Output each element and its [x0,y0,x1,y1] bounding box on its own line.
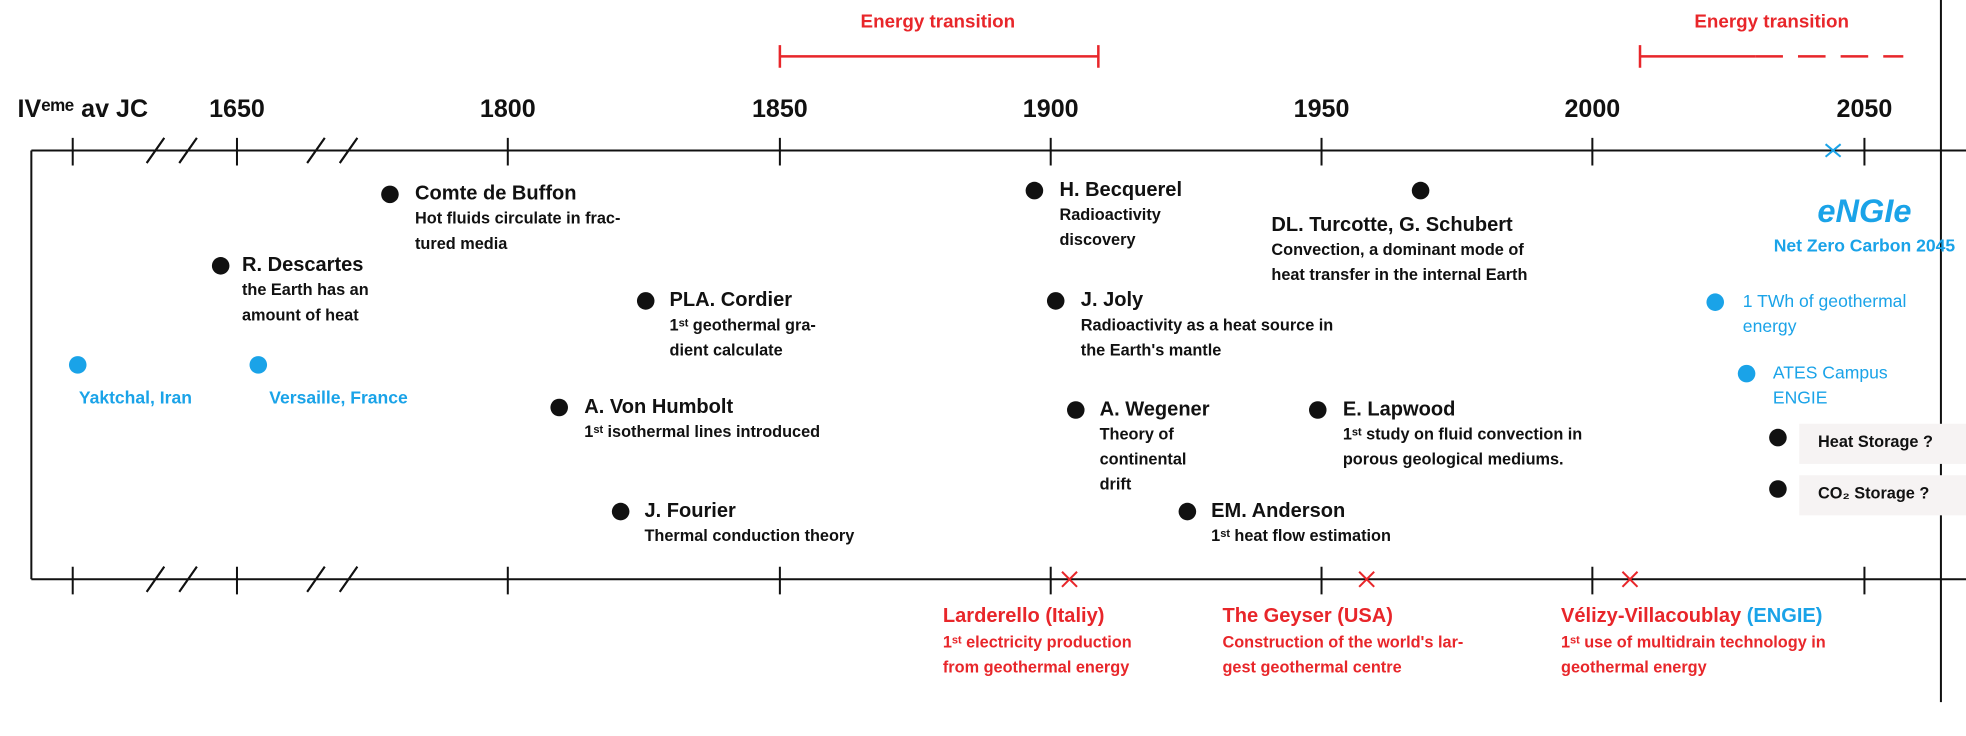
description: heat transfer in the internal Earth [1271,266,1527,284]
dot [1067,401,1085,419]
site-name: The Geyser (USA) [1222,605,1392,627]
year-label: 2000 [1564,95,1620,123]
transition-label: Energy transition [1694,11,1849,32]
year-label: 1800 [480,95,536,123]
year-label: IVᵉᵐᵉ av JC [18,95,149,123]
storage-label: Heat Storage ? [1818,433,1933,451]
storage-box [1799,423,1966,464]
site-name-part: Larderello (Italiy) [943,605,1105,627]
event-name: J. Fourier [644,500,736,522]
dot [211,257,230,275]
description: the Earth has an [242,281,369,299]
dot [611,502,630,521]
year-label: 1850 [752,95,808,123]
event-name: PLA. Cordier [670,289,793,311]
year-label: 1950 [1294,95,1350,123]
description: from geothermal energy [943,659,1129,677]
site-name-part: (ENGIE) [1741,605,1822,627]
place-label: Yaktchal, Iran [79,387,192,407]
dot [550,398,568,417]
transition-bracket [778,45,1100,68]
dot [1706,293,1725,311]
dot [1025,181,1044,200]
dot [249,356,268,374]
cross-marker [1824,143,1842,158]
description: ENGIE [1773,387,1828,407]
description: tured media [415,235,508,253]
event-name: J. Joly [1081,289,1144,311]
description: Theory of [1100,425,1175,443]
year-label: 2050 [1837,95,1893,123]
description: 1ˢᵗ study on fluid convection in [1343,425,1582,443]
storage-box [1799,475,1966,516]
cross-marker [1061,571,1639,588]
description: continental [1100,450,1187,468]
description: Radioactivity [1059,206,1160,224]
dot [636,292,655,310]
place-label: Versaille, France [269,387,408,407]
event-name: R. Descartes [242,254,363,276]
year-label: 1900 [1023,95,1079,123]
axis-frame [30,149,1966,581]
description: Construction of the world's lar- [1222,634,1463,652]
event-name: DL. Turcotte, G. Schubert [1271,214,1513,236]
description: 1ˢᵗ heat flow estimation [1211,527,1391,545]
description: gest geothermal centre [1222,659,1401,677]
site-name: Larderello (Italiy) [943,605,1105,627]
site-name-part: The Geyser (USA) [1222,605,1392,627]
site-name-part: Vélizy-Villacoublay [1561,605,1742,627]
description: the Earth's mantle [1081,341,1222,359]
dot [381,185,399,204]
event-name: A. Von Humbolt [584,396,733,418]
description: 1 TWh of geothermal [1743,291,1907,311]
event-name: Comte de Buffon [415,183,576,205]
dot [1411,181,1430,200]
description: 1ˢᵗ geothermal gra- [670,316,816,334]
description: Hot fluids circulate in frac- [415,210,620,228]
storage-label: CO₂ Storage ? [1818,484,1929,502]
description: Convection, a dominant mode of [1271,241,1524,259]
description: porous geological mediums. [1343,450,1564,468]
event-name: A. Wegener [1100,398,1210,420]
description: 1ˢᵗ use of multidrain technology in [1561,634,1826,652]
description: drift [1100,476,1132,494]
dot [1769,428,1787,447]
site-name: Vélizy-Villacoublay (ENGIE) [1561,605,1822,627]
year-label: 1650 [209,95,265,123]
description: energy [1743,316,1797,336]
transition-label: Energy transition [861,11,1016,32]
description: Radioactivity as a heat source in [1081,316,1333,334]
dot [1737,364,1756,383]
description: amount of heat [242,306,359,324]
dot [1046,292,1065,310]
dot [1308,401,1327,419]
transition-bracket [1638,45,1756,68]
description: Thermal conduction theory [644,527,854,545]
engie-goal: Net Zero Carbon 2045 [1774,236,1956,256]
dot [68,356,87,374]
axis-break [145,137,359,593]
event-name: EM. Anderson [1211,500,1345,522]
description: geothermal energy [1561,659,1707,677]
description: 1ˢᵗ isothermal lines introduced [584,423,820,441]
engie-logo: eNGIe [1817,192,1911,229]
description: 1ˢᵗ electricity production [943,634,1132,652]
event-name: H. Becquerel [1059,179,1182,201]
dot [1178,502,1197,521]
description: ATES Campus [1773,362,1888,382]
description: dient calculate [670,341,783,359]
description: discovery [1059,231,1135,249]
event-name: E. Lapwood [1343,398,1455,420]
dot [1769,480,1787,498]
